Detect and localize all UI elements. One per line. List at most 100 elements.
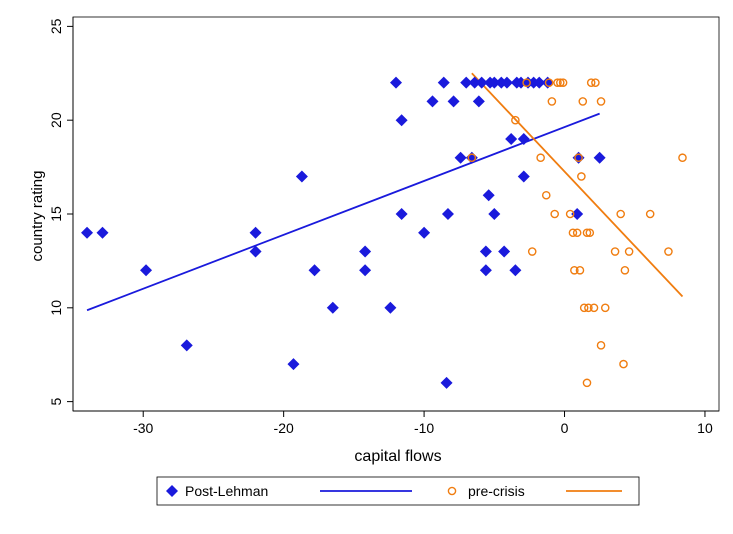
post-lehman-point	[488, 76, 501, 89]
pre-crisis-point	[624, 247, 634, 256]
post-lehman-point	[249, 245, 262, 258]
pre-crisis-point	[664, 247, 673, 256]
pre-crisis-point	[619, 359, 628, 369]
pre-crisis-point	[610, 247, 620, 256]
y-tick-label: 25	[48, 18, 64, 34]
post-lehman-point	[395, 208, 408, 220]
post-lehman-point	[384, 301, 397, 314]
pre-crisis-point	[558, 78, 568, 87]
pre-crisis-point	[511, 115, 520, 125]
pre-crisis-point	[678, 153, 687, 163]
legend: Post-Lehman pre-crisis	[156, 476, 640, 506]
pre-crisis-point	[536, 153, 545, 163]
post-lehman-point	[441, 208, 454, 220]
post-lehman-point	[359, 245, 372, 258]
pre-crisis-point	[565, 209, 575, 219]
pre-crisis-point	[556, 78, 565, 87]
pre-crisis-point	[596, 97, 606, 106]
pre-crisis-point	[544, 78, 554, 87]
post-lehman-point	[447, 95, 460, 108]
post-lehman-point	[426, 95, 439, 108]
pre-crisis-point	[575, 265, 585, 275]
post-lehman-point	[517, 170, 530, 183]
post-lehman-point	[479, 245, 492, 258]
pre-crisis-point	[582, 378, 592, 388]
post-lehman-point	[395, 114, 408, 127]
pre-crisis-point	[582, 228, 592, 238]
pre-crisis-point	[645, 209, 655, 219]
pre-crisis-fit-line	[471, 72, 684, 298]
post-lehman-point	[326, 301, 339, 314]
pre-crisis-point	[586, 78, 596, 87]
post-lehman-point	[479, 264, 492, 277]
pre-crisis-point	[527, 247, 537, 256]
post-lehman-point	[287, 358, 300, 371]
post-lehman-point	[482, 189, 495, 202]
legend-marker	[166, 485, 178, 497]
pre-crisis-point	[570, 265, 579, 275]
x-axis-label: capital flows	[354, 448, 441, 465]
post-lehman-point	[81, 226, 94, 239]
post-lehman-point	[454, 151, 467, 164]
y-tick-label: 10	[48, 300, 64, 316]
pre-crisis-point	[574, 153, 583, 163]
pre-crisis-point	[584, 303, 593, 313]
pre-crisis-point	[541, 190, 551, 200]
x-tick-label: 10	[697, 420, 713, 436]
x-axis-ticks: -30 -20 -10 0 10	[133, 411, 713, 436]
post-lehman-point	[295, 170, 308, 183]
post-lehman-point	[533, 76, 546, 89]
pre-crisis-point	[616, 209, 625, 219]
post-lehman-point	[249, 226, 262, 239]
post-lehman-point	[437, 76, 450, 89]
pre-crisis-point	[568, 228, 578, 238]
pre-crisis-point	[591, 78, 600, 87]
pre-crisis-point	[467, 153, 477, 163]
post-lehman-point	[460, 76, 473, 89]
pre-crisis-point	[572, 228, 582, 238]
x-tick-label: -30	[133, 420, 153, 436]
post-lehman-point	[96, 226, 109, 239]
post-lehman-point	[140, 264, 153, 277]
post-lehman-point	[359, 264, 372, 277]
post-lehman-point	[308, 264, 321, 277]
post-lehman-point	[571, 208, 584, 220]
pre-crisis-point	[550, 209, 559, 219]
data-points	[81, 76, 687, 389]
post-lehman-point	[505, 132, 518, 145]
pre-crisis-point	[596, 341, 606, 350]
pre-crisis-point	[585, 228, 595, 238]
x-tick-label: 0	[561, 420, 569, 436]
x-tick-label: -10	[414, 420, 434, 436]
post-lehman-point	[498, 245, 511, 258]
post-lehman-point	[593, 151, 606, 164]
pre-crisis-point	[579, 303, 589, 313]
post-lehman-point	[500, 76, 513, 89]
post-lehman-point	[390, 76, 402, 89]
y-tick-label: 15	[48, 206, 64, 222]
x-tick-label: -20	[274, 420, 294, 436]
pre-crisis-point	[620, 265, 630, 275]
post-lehman-point	[440, 376, 453, 389]
pre-crisis-point	[547, 97, 557, 106]
pre-crisis-point	[553, 78, 562, 87]
post-lehman-point	[475, 76, 488, 89]
post-lehman-point	[180, 339, 193, 352]
pre-crisis-point	[577, 172, 586, 181]
legend-label: Post-Lehman	[185, 483, 268, 499]
post-lehman-point	[472, 95, 485, 108]
post-lehman-point	[468, 76, 481, 89]
y-tick-label: 20	[48, 112, 64, 128]
y-axis-label: country rating	[29, 171, 46, 262]
pre-crisis-point	[600, 303, 610, 313]
pre-crisis-point	[578, 97, 588, 106]
y-tick-label: 5	[48, 398, 64, 406]
post-lehman-fit-line	[86, 112, 600, 312]
pre-crisis-point	[589, 303, 599, 313]
legend-marker	[447, 486, 457, 496]
post-lehman-point	[517, 132, 530, 145]
legend-label: pre-crisis	[468, 483, 525, 499]
post-lehman-point	[488, 208, 501, 220]
fit-lines	[86, 72, 684, 312]
